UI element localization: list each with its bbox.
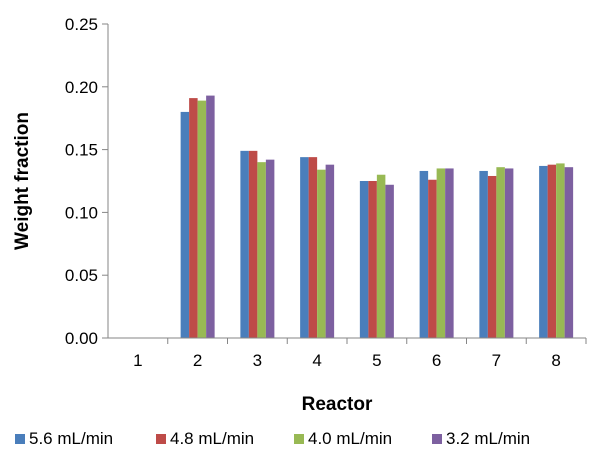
y-tick-label: 0.05 — [65, 266, 98, 285]
bar — [359, 181, 369, 338]
y-axis-title: Weight fraction — [12, 112, 33, 250]
bar — [385, 184, 394, 338]
bar — [240, 150, 249, 338]
bar — [257, 162, 266, 338]
bar — [376, 174, 386, 338]
bar — [539, 165, 548, 338]
bar — [206, 95, 215, 338]
x-tick-label: 3 — [253, 351, 262, 370]
bar — [556, 163, 565, 338]
legend-label: 5.6 mL/min — [29, 429, 113, 448]
x-tick-label: 8 — [551, 351, 560, 370]
bar — [445, 168, 454, 338]
bar — [504, 168, 514, 338]
legend-item: 4.0 mL/min — [294, 429, 392, 448]
legend-label: 4.0 mL/min — [308, 429, 392, 448]
bar — [436, 168, 446, 338]
bar — [564, 167, 574, 338]
legend-swatch — [156, 434, 166, 444]
bar — [428, 179, 437, 338]
bar — [197, 100, 207, 338]
y-tick-label: 0.00 — [65, 329, 98, 348]
x-tick-label: 1 — [133, 351, 142, 370]
bar — [189, 98, 198, 338]
bar — [419, 170, 429, 338]
legend: 5.6 mL/min 4.8 mL/min 4.0 mL/min 3.2 mL/min — [15, 429, 530, 448]
y-tick-label: 0.20 — [65, 78, 98, 97]
y-axis-ticks: 0.00 0.05 0.10 0.15 0.20 0.25 — [65, 15, 108, 348]
x-tick-label: 2 — [193, 351, 202, 370]
bar — [479, 170, 488, 338]
legend-swatch — [294, 434, 304, 444]
legend-item: 5.6 mL/min — [15, 429, 113, 448]
bar — [496, 167, 505, 338]
legend-swatch — [15, 434, 25, 444]
bar — [265, 159, 275, 338]
x-tick-label: 4 — [312, 351, 321, 370]
bar — [547, 164, 557, 338]
y-tick-label: 0.10 — [65, 203, 98, 222]
legend-item: 3.2 mL/min — [432, 429, 530, 448]
y-tick-label: 0.25 — [65, 15, 98, 34]
x-tick-label: 5 — [372, 351, 381, 370]
legend-swatch — [432, 434, 442, 444]
bar — [308, 157, 318, 338]
bar — [300, 157, 309, 338]
x-tick-label: 6 — [432, 351, 441, 370]
bar — [487, 175, 497, 338]
legend-label: 3.2 mL/min — [446, 429, 530, 448]
x-axis-title: Reactor — [302, 394, 373, 415]
y-tick-label: 0.15 — [65, 141, 98, 160]
bar — [325, 164, 335, 338]
bar — [368, 181, 377, 338]
x-axis-ticks: 1 2 3 4 5 6 7 8 — [133, 338, 587, 370]
bar — [317, 169, 326, 338]
bar — [248, 150, 258, 338]
legend-label: 4.8 mL/min — [170, 429, 254, 448]
x-tick-label: 7 — [492, 351, 501, 370]
bars — [180, 95, 574, 338]
bar — [180, 111, 190, 338]
legend-item: 4.8 mL/min — [156, 429, 254, 448]
